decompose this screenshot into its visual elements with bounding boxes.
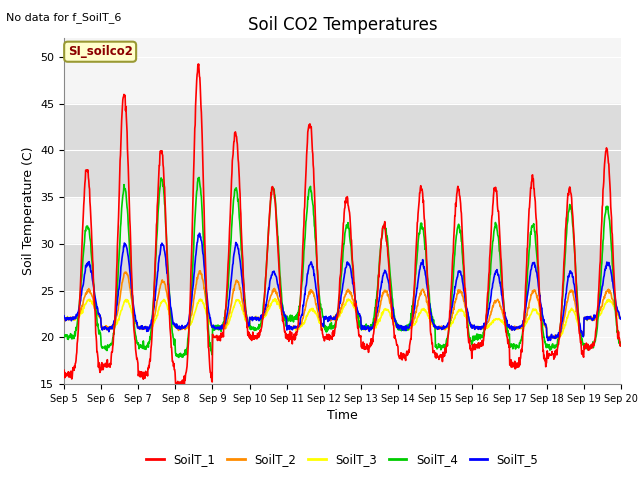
Legend: SoilT_1, SoilT_2, SoilT_3, SoilT_4, SoilT_5: SoilT_1, SoilT_2, SoilT_3, SoilT_4, Soil… <box>141 449 543 471</box>
Bar <box>64 244 621 290</box>
Y-axis label: Soil Temperature (C): Soil Temperature (C) <box>22 147 35 276</box>
X-axis label: Time: Time <box>327 409 358 422</box>
Text: SI_soilco2: SI_soilco2 <box>68 45 132 58</box>
Title: Soil CO2 Temperatures: Soil CO2 Temperatures <box>248 16 437 34</box>
Text: No data for f_SoilT_6: No data for f_SoilT_6 <box>6 12 122 23</box>
Bar <box>64 104 621 197</box>
